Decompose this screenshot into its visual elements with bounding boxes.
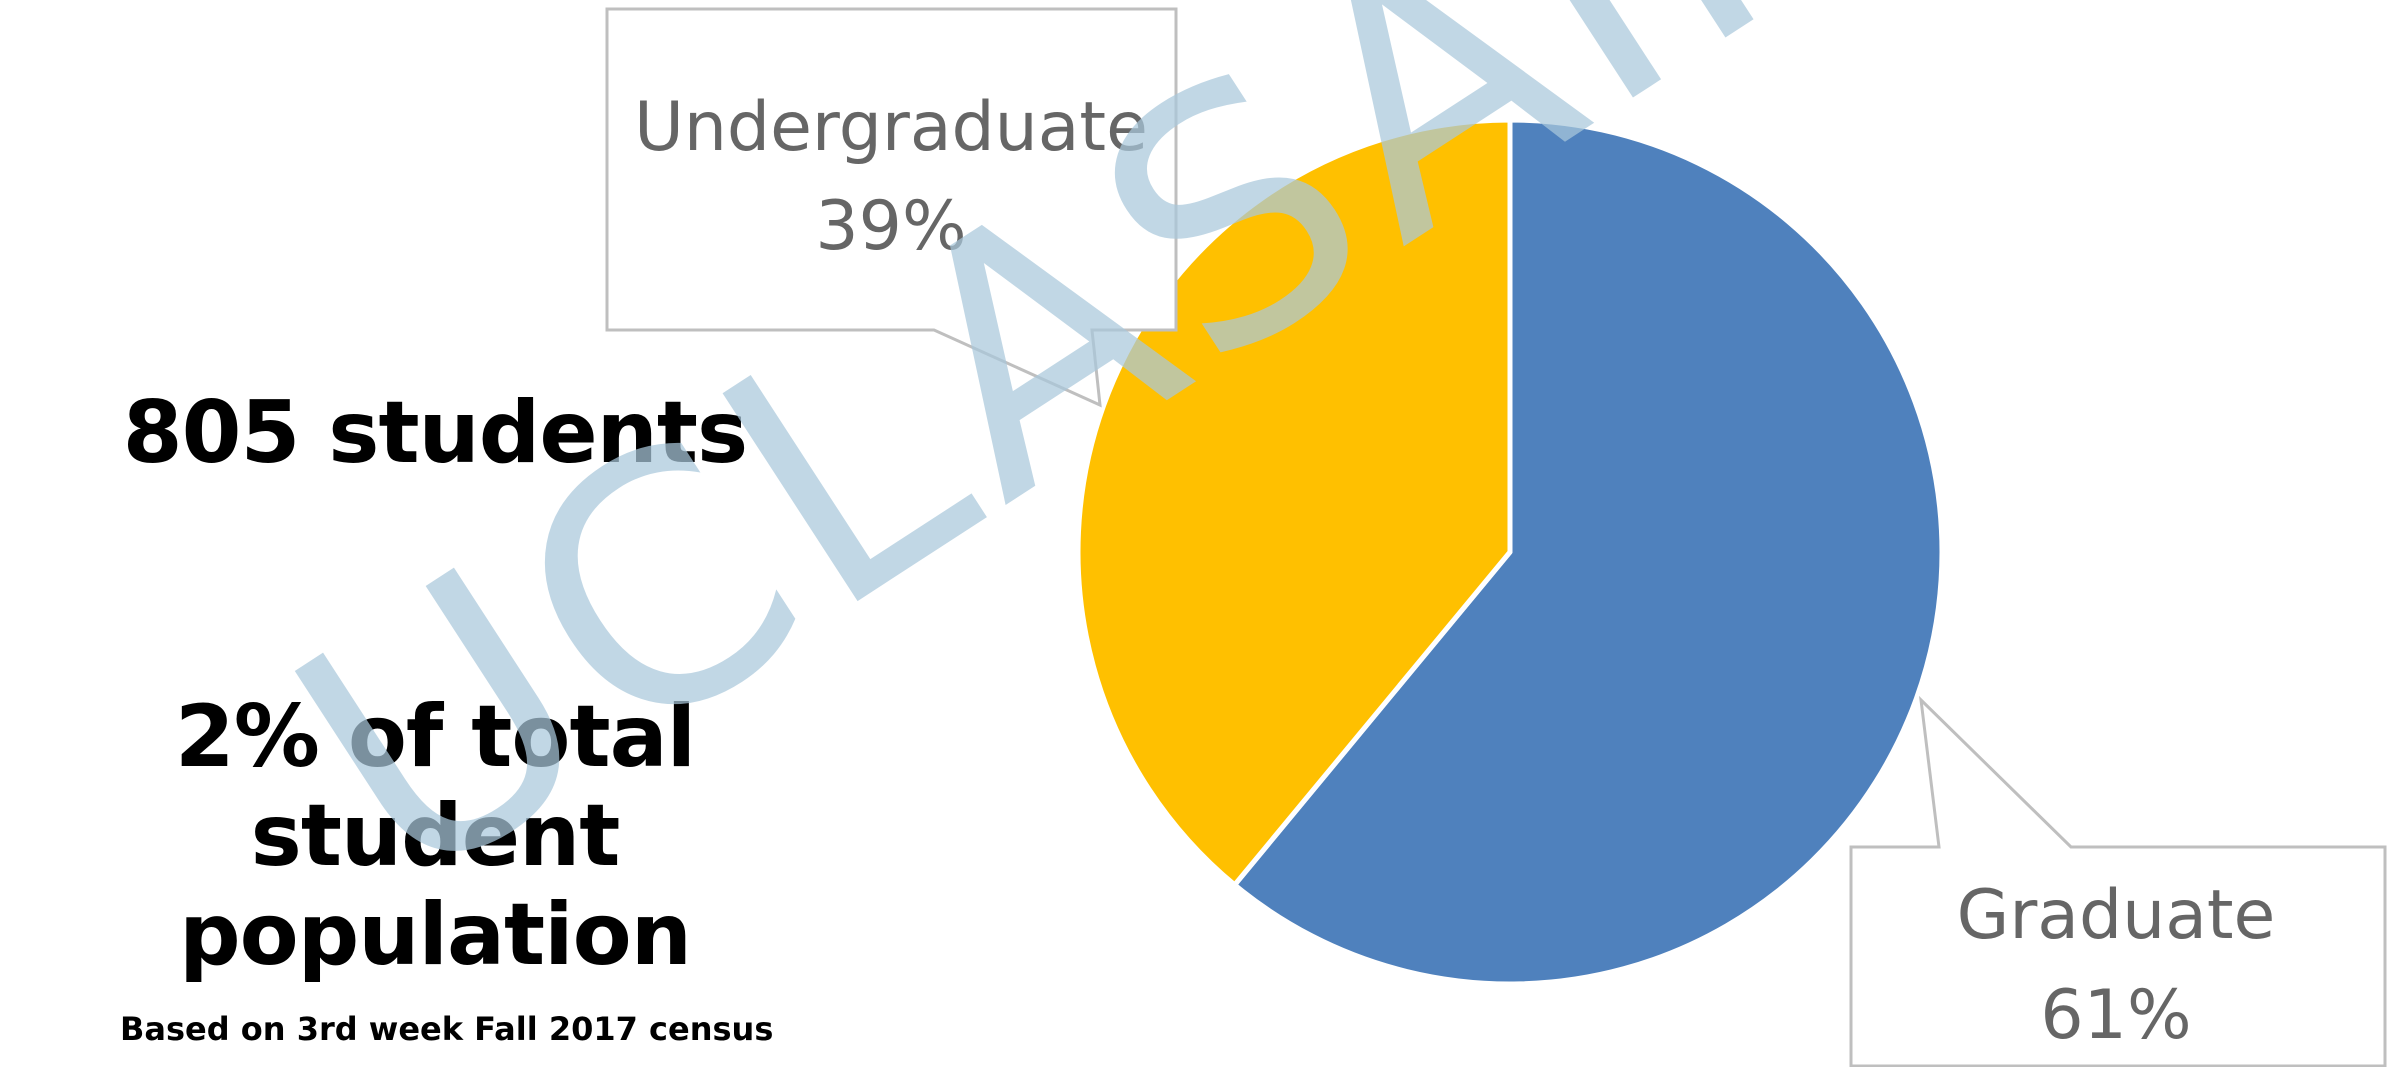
- callout-graduate-label: Graduate: [1957, 876, 2276, 955]
- pie-slice-undergraduate: [1075, 117, 1513, 888]
- callout-graduate-box: [1849, 695, 2387, 1067]
- pie-slices: [1075, 117, 1945, 987]
- population-share-line-2: population: [179, 884, 692, 985]
- census-footnote: Based on 3rd week Fall 2017 census: [120, 1010, 774, 1048]
- student-count: 805 students: [122, 383, 748, 483]
- pie-slice-graduate: [1232, 117, 1945, 987]
- callout-graduate: Graduate 61%: [1849, 695, 2387, 1067]
- callout-undergraduate-box: [605, 7, 1178, 408]
- callout-undergraduate-value: 39%: [815, 187, 966, 266]
- population-share: 2% of total student population: [0, 688, 870, 985]
- callout-undergraduate: Undergraduate 39%: [605, 7, 1178, 408]
- callout-undergraduate-label: Undergraduate: [634, 88, 1148, 167]
- population-share-line-1: 2% of total student: [174, 687, 696, 886]
- callout-graduate-value: 61%: [2040, 976, 2191, 1055]
